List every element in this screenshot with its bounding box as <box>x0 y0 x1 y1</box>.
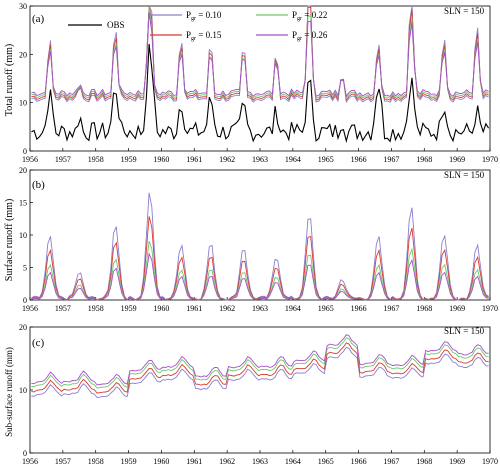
x-tick-label: 1957 <box>55 457 71 466</box>
x-tick-label: 1958 <box>88 155 104 164</box>
panel-a-ylabel: Total runoff (mm) <box>4 44 15 116</box>
panel-c-annotation: SLN = 150 <box>444 326 485 336</box>
series-line-p-gr-0-10 <box>31 5 489 104</box>
x-tick-label: 1959 <box>121 457 137 466</box>
panel-b-annotation: SLN = 150 <box>444 170 485 180</box>
y-tick-label: 20 <box>19 323 27 332</box>
series-line-p-gr-0-15 <box>31 342 489 394</box>
y-tick-label: 10 <box>19 386 27 395</box>
x-tick-label: 1962 <box>219 457 235 466</box>
x-tick-label: 1966 <box>351 155 367 164</box>
plot-frame <box>29 169 491 301</box>
x-tick-label: 1965 <box>318 457 334 466</box>
x-tick-label: 1970 <box>482 457 498 466</box>
x-tick-label: 1969 <box>449 304 465 313</box>
y-tick-label: 20 <box>19 166 27 175</box>
y-tick-label: 5 <box>23 264 27 273</box>
y-tick-label: 20 <box>19 50 27 59</box>
x-tick-label: 1970 <box>482 304 498 313</box>
x-tick-label: 1967 <box>383 457 399 466</box>
x-tick-label: 1965 <box>318 155 334 164</box>
legend-p015-label: Pgr = 0.15 <box>186 30 222 42</box>
panel-c-ylabel: Sub-surface runoff (mm) <box>4 347 14 437</box>
series-line-p-gr-0-22 <box>31 6 489 100</box>
series-line-obs <box>31 43 490 144</box>
x-tick-label: 1959 <box>121 155 137 164</box>
series-line-p-gr-0-10 <box>31 346 489 398</box>
y-tick-label: 0 <box>23 449 27 458</box>
y-tick-label: 0 <box>23 296 27 305</box>
x-tick-label: 1957 <box>55 304 71 313</box>
x-tick-label: 1960 <box>153 457 169 466</box>
legend: OBS Pgr = 0.10 Pgr = 0.15 Pgr = 0.22 Pgr… <box>68 10 328 42</box>
y-tick-label: 10 <box>19 231 27 240</box>
x-tick-label: 1959 <box>121 304 137 313</box>
legend-p010-label: Pgr = 0.10 <box>186 10 222 22</box>
legend-p026-label: Pgr = 0.26 <box>292 30 328 42</box>
x-tick-label: 1967 <box>383 155 399 164</box>
legend-p022-label: Pgr = 0.22 <box>292 10 327 22</box>
x-tick-label: 1963 <box>252 155 268 164</box>
x-tick-label: 1962 <box>219 155 235 164</box>
y-tick-label: 15 <box>19 199 27 208</box>
x-tick-label: 1960 <box>153 155 169 164</box>
x-tick-label: 1964 <box>285 457 301 466</box>
y-tick-label: 30 <box>19 2 27 11</box>
x-tick-label: 1967 <box>383 304 399 313</box>
x-tick-label: 1962 <box>219 304 235 313</box>
x-tick-label: 1969 <box>449 155 465 164</box>
x-tick-label: 1968 <box>416 457 432 466</box>
x-tick-label: 1961 <box>186 304 202 313</box>
x-tick-label: 1968 <box>416 304 432 313</box>
panel-a: 0 10 20 30 1956 1957 1958 1959 1960 1961 1962 1963 1… <box>19 2 498 164</box>
x-tick-label: 1956 <box>22 155 38 164</box>
legend-obs-label: OBS <box>107 20 125 30</box>
panel-b: 0 5 10 15 20 1956 1957 1958 1959 1960 1961 1962 1963… <box>19 166 498 313</box>
x-tick-label: 1969 <box>449 457 465 466</box>
series-line-p-gr-0-22 <box>31 337 489 389</box>
x-tick-label: 1956 <box>22 304 38 313</box>
y-tick-label: 10 <box>19 99 27 108</box>
plot-frame <box>29 326 491 454</box>
series-line-p-gr-0-10 <box>31 192 489 301</box>
x-tick-label: 1963 <box>252 304 268 313</box>
panel-b-label: (b) <box>32 179 45 191</box>
series-line-p-gr-0-26 <box>31 252 489 301</box>
x-tick-label: 1966 <box>351 457 367 466</box>
x-tick-label: 1965 <box>318 304 334 313</box>
series-line-p-gr-0-15 <box>31 5 489 102</box>
x-tick-label: 1970 <box>482 155 498 164</box>
x-tick-label: 1958 <box>88 304 104 313</box>
x-tick-label: 1968 <box>416 155 432 164</box>
panel-a-annotation: SLN = 150 <box>444 6 485 16</box>
x-tick-label: 1964 <box>285 304 301 313</box>
x-tick-label: 1964 <box>285 155 301 164</box>
x-tick-label: 1957 <box>55 155 71 164</box>
x-tick-label: 1961 <box>186 457 202 466</box>
series-line-p-gr-0-26 <box>31 12 489 98</box>
series-line-p-gr-0-15 <box>31 216 489 301</box>
panel-c-label: (c) <box>32 337 45 349</box>
panel-a-label: (a) <box>32 13 45 25</box>
panel-b-ylabel: Surface runoff (mm) <box>4 199 15 282</box>
x-tick-label: 1966 <box>351 304 367 313</box>
x-tick-label: 1963 <box>252 457 268 466</box>
panel-c: 0 10 20 1956 1957 1958 1959 1960 1961 1962 1963 196… <box>19 323 498 466</box>
x-tick-label: 1958 <box>88 457 104 466</box>
x-tick-label: 1956 <box>22 457 38 466</box>
y-tick-label: 0 <box>23 147 27 156</box>
series-line-p-gr-0-22 <box>31 240 489 301</box>
x-tick-label: 1960 <box>153 304 169 313</box>
series-line-p-gr-0-26 <box>31 334 489 386</box>
x-tick-label: 1961 <box>186 155 202 164</box>
